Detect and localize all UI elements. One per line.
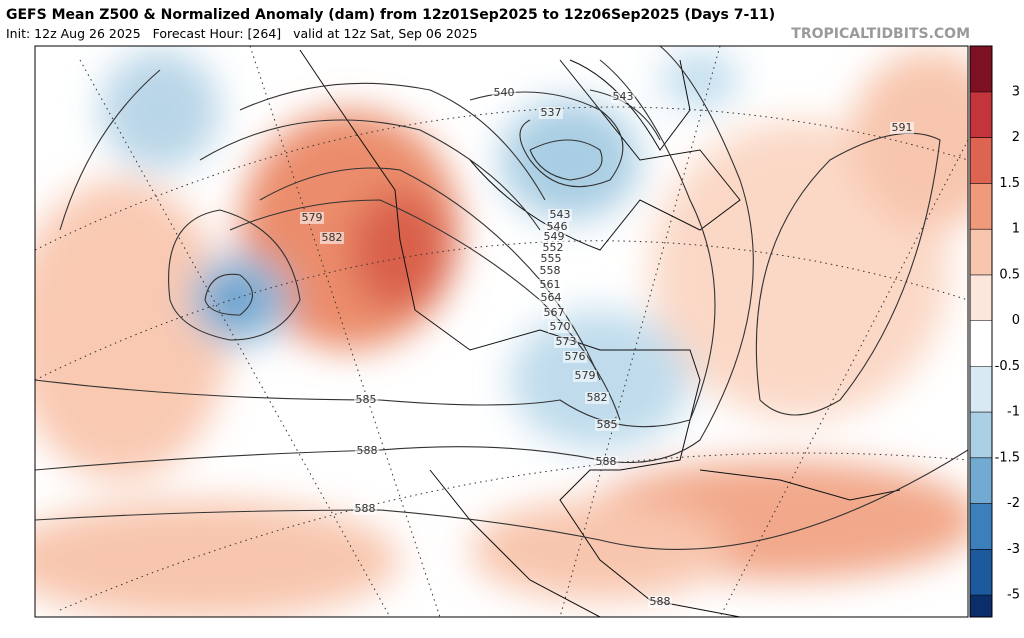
contour-label-bg (355, 445, 379, 457)
colorbar-swatch (970, 320, 992, 367)
contour-label: 588 (355, 502, 376, 515)
contour-label-bg (585, 392, 609, 404)
contour-label: 576 (565, 350, 586, 363)
title: GEFS Mean Z500 & Normalized Anomaly (dam… (6, 7, 775, 23)
colorbar: 3 2 1.5 1 0.5 0 -0.5 -1 -1.5 -2 -3 -5 (969, 45, 1020, 618)
contour-label-bg (300, 212, 324, 224)
contour-label-bg (548, 209, 572, 221)
contour-label: 543 (613, 90, 634, 103)
contour-label-bg (573, 370, 597, 382)
colorbar-swatch (970, 92, 992, 138)
contour-label: 537 (541, 106, 562, 119)
contour-label-bg (539, 253, 563, 265)
colorbar-swatch (970, 229, 992, 275)
contour-label-bg (538, 265, 562, 277)
colorbar-swatch (970, 274, 992, 321)
contour-label: 588 (357, 444, 378, 457)
contour-label-bg (554, 336, 578, 348)
contour-label: 549 (544, 230, 565, 243)
contour-label-bg (611, 91, 635, 103)
contour-label-bg (353, 503, 377, 515)
contour-label: 564 (541, 291, 562, 304)
contour-label-bg (545, 221, 569, 233)
colorbar-tick-label: -0.5 (995, 359, 1020, 374)
contour-label-bg (595, 419, 619, 431)
contour-label-bg (320, 232, 344, 244)
contour-label: 585 (597, 418, 618, 431)
contour-label: 558 (540, 264, 561, 277)
contour-label: 573 (556, 335, 577, 348)
colorbar-tick-label: -3 (1007, 542, 1020, 557)
map: 5405375435915795825435465495525555585615… (35, 46, 968, 617)
anomaly-shading (35, 50, 968, 617)
contour-label: 540 (494, 86, 515, 99)
colorbar-swatch (970, 595, 992, 617)
colorbar-tick-label: 3 (1012, 85, 1020, 100)
colorbar-tick-label: -5 (1007, 588, 1020, 603)
map-frame (34, 45, 969, 618)
colorbar-swatch (970, 366, 992, 413)
contour-label-bg (354, 394, 378, 406)
colorbar-tick-label: 1 (1012, 222, 1020, 237)
colorbar-tick-label: 0.5 (999, 267, 1020, 282)
contour-label: 552 (543, 241, 564, 254)
colorbar-tick-label: -2 (1007, 496, 1020, 511)
colorbar-frame (969, 45, 993, 618)
latitude-longitude-grid (35, 46, 968, 617)
contour-label: 579 (575, 369, 596, 382)
contour-label: 588 (596, 455, 617, 468)
contour-label-bg (492, 87, 516, 99)
contour-label-bg (539, 292, 563, 304)
site-name: TROPICALTIDBITS.COM (791, 26, 970, 42)
colorbar-swatch (970, 183, 992, 230)
contour-label: 567 (544, 306, 565, 319)
contour-label-bg (890, 122, 914, 134)
contour-label: 582 (322, 231, 343, 244)
contour-label: 591 (892, 121, 913, 134)
contour-label: 570 (550, 320, 571, 333)
contour-label-bg (541, 242, 565, 254)
contour-label: 561 (540, 278, 561, 291)
contour-label-bg (542, 231, 566, 243)
contour-label-bg (542, 307, 566, 319)
colorbar-swatch (970, 412, 992, 458)
colorbar-swatch (970, 457, 992, 504)
colorbar-swatch (970, 503, 992, 550)
contour-label: 582 (587, 391, 608, 404)
colorbar-tick-label: 2 (1012, 130, 1020, 145)
colorbar-tick-label: 1.5 (999, 176, 1020, 191)
contour-label-bg (538, 279, 562, 291)
contour-labels: 5405375435915795825435465495525555585615… (300, 86, 914, 608)
contour-label-bg (594, 456, 618, 468)
contour-label: 555 (541, 252, 562, 265)
contour-label-bg (563, 351, 587, 363)
colorbar-swatch (970, 137, 992, 184)
colorbar-swatch (970, 549, 992, 595)
colorbar-tick-label: -1 (1007, 405, 1020, 420)
contour-label: 585 (356, 393, 377, 406)
colorbar-tick-label: -1.5 (995, 450, 1020, 465)
contour-label: 546 (547, 220, 568, 233)
subtitle: Init: 12z Aug 26 2025 Forecast Hour: [26… (6, 26, 478, 41)
contour-label: 579 (302, 211, 323, 224)
contour-label-bg (539, 107, 563, 119)
contour-label-bg (548, 321, 572, 333)
contour-label: 543 (550, 208, 571, 221)
contour-label: 588 (650, 595, 671, 608)
colorbar-tick-label: 0 (1012, 313, 1020, 328)
colorbar-swatch (970, 46, 992, 92)
contour-label-bg (648, 596, 672, 608)
